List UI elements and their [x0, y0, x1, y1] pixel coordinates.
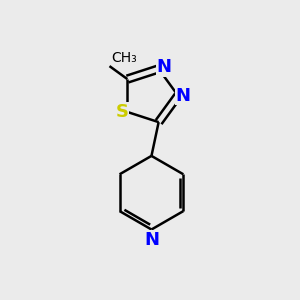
Text: N: N — [144, 231, 159, 249]
Text: S: S — [116, 103, 129, 121]
Text: CH₃: CH₃ — [111, 51, 137, 64]
Text: N: N — [176, 86, 191, 104]
Text: N: N — [156, 58, 171, 76]
